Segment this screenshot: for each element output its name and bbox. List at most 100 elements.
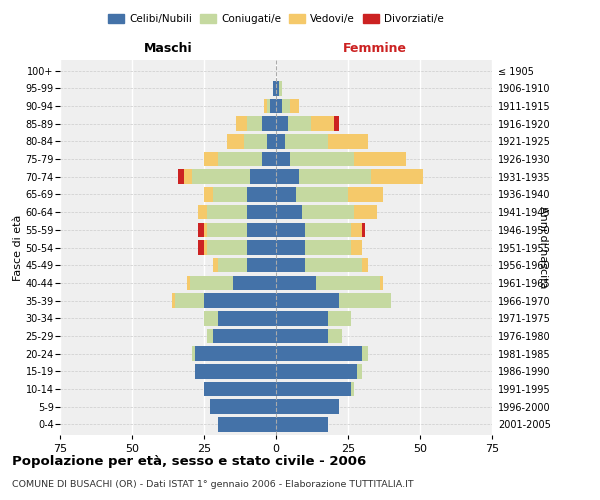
Bar (198, 240, 204, 255)
Text: Fasce di età: Fasce di età (13, 214, 23, 280)
Bar (204, 382, 276, 396)
Bar (276, 400, 340, 414)
Bar (276, 205, 302, 220)
Bar (207, 222, 247, 237)
Bar (276, 240, 305, 255)
Bar (193, 170, 250, 184)
Bar (227, 134, 244, 148)
Bar (276, 276, 316, 290)
Text: Popolazione per età, sesso e stato civile - 2006: Popolazione per età, sesso e stato civil… (12, 455, 366, 468)
Text: Femmine: Femmine (343, 42, 407, 55)
Bar (250, 170, 276, 184)
Bar (276, 328, 328, 343)
Bar (354, 152, 406, 166)
Legend: Celibi/Nubili, Coniugati/e, Vedovi/e, Divorziati/e: Celibi/Nubili, Coniugati/e, Vedovi/e, Di… (104, 10, 448, 29)
Bar (204, 222, 207, 237)
Bar (305, 258, 362, 272)
Bar (218, 311, 276, 326)
Bar (279, 81, 282, 96)
Bar (218, 258, 247, 272)
Bar (284, 134, 328, 148)
Bar (218, 152, 262, 166)
Bar (356, 364, 362, 378)
Bar (328, 328, 342, 343)
Bar (362, 258, 368, 272)
Bar (276, 81, 279, 96)
Bar (305, 240, 351, 255)
Bar (265, 98, 268, 113)
Bar (354, 205, 377, 220)
Bar (276, 311, 328, 326)
Bar (299, 170, 371, 184)
Bar (276, 258, 305, 272)
Bar (276, 222, 305, 237)
Bar (362, 222, 365, 237)
Bar (362, 346, 368, 361)
Bar (172, 294, 175, 308)
Bar (204, 240, 207, 255)
Bar (196, 364, 276, 378)
Bar (184, 170, 193, 184)
Bar (198, 222, 204, 237)
Text: Maschi: Maschi (143, 42, 193, 55)
Bar (287, 116, 311, 131)
Bar (348, 187, 383, 202)
Bar (282, 98, 290, 113)
Text: COMUNE DI BUSACHI (OR) - Dati ISTAT 1° gennaio 2006 - Elaborazione TUTTITALIA.IT: COMUNE DI BUSACHI (OR) - Dati ISTAT 1° g… (12, 480, 413, 489)
Bar (380, 276, 383, 290)
Bar (244, 134, 268, 148)
Bar (247, 222, 276, 237)
Bar (204, 187, 212, 202)
Bar (193, 346, 196, 361)
Bar (212, 258, 218, 272)
Bar (276, 382, 351, 396)
Bar (178, 170, 184, 184)
Bar (233, 276, 276, 290)
Bar (270, 98, 276, 113)
Bar (190, 276, 233, 290)
Bar (204, 294, 276, 308)
Bar (262, 116, 276, 131)
Bar (207, 240, 247, 255)
Bar (328, 311, 351, 326)
Bar (290, 98, 299, 113)
Bar (247, 240, 276, 255)
Bar (351, 240, 362, 255)
Bar (340, 294, 391, 308)
Bar (247, 258, 276, 272)
Bar (210, 400, 276, 414)
Bar (207, 205, 247, 220)
Bar (212, 187, 247, 202)
Bar (276, 152, 290, 166)
Bar (328, 134, 368, 148)
Bar (268, 134, 276, 148)
Bar (268, 98, 270, 113)
Bar (198, 205, 207, 220)
Bar (262, 152, 276, 166)
Bar (296, 187, 348, 202)
Bar (290, 152, 354, 166)
Bar (247, 187, 276, 202)
Bar (311, 116, 334, 131)
Bar (276, 134, 284, 148)
Bar (187, 276, 190, 290)
Bar (273, 81, 276, 96)
Bar (204, 311, 218, 326)
Bar (276, 98, 282, 113)
Bar (276, 116, 287, 131)
Bar (207, 328, 212, 343)
Bar (302, 205, 354, 220)
Bar (316, 276, 380, 290)
Bar (276, 170, 299, 184)
Text: Anni di nascita: Anni di nascita (538, 206, 548, 289)
Bar (276, 364, 356, 378)
Bar (212, 328, 276, 343)
Bar (247, 205, 276, 220)
Bar (371, 170, 423, 184)
Bar (276, 346, 362, 361)
Bar (276, 294, 340, 308)
Bar (247, 116, 262, 131)
Bar (276, 417, 328, 432)
Bar (351, 382, 354, 396)
Bar (218, 417, 276, 432)
